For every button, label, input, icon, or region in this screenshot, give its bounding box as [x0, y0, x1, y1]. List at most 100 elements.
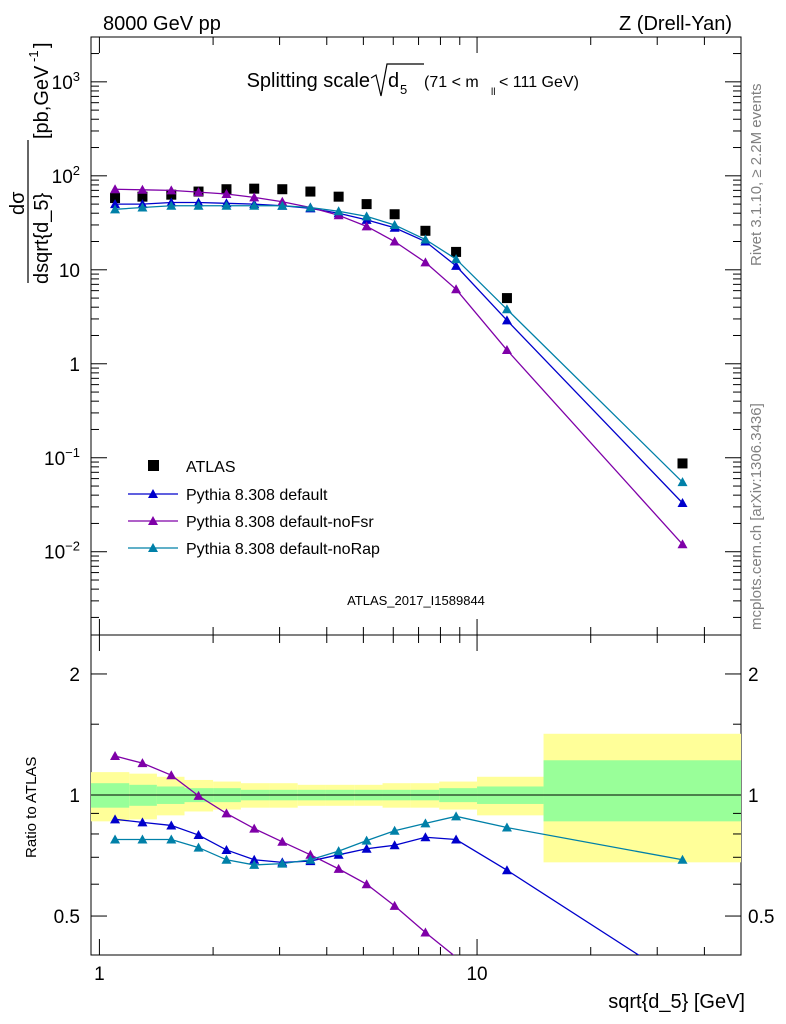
top-ylabel: dσ dsqrt{d_5} [pb,GeV -1 ]	[7, 42, 53, 284]
top-ylabel-num: dσ	[7, 191, 29, 215]
marker-noFsr	[110, 184, 121, 194]
ratio-marker-noRap	[501, 822, 512, 832]
ratio-marker-default	[221, 844, 232, 854]
marker-noRap	[137, 202, 148, 212]
top-panel-series	[110, 183, 688, 549]
series-line-default	[115, 201, 683, 504]
ratio-marker-noRap	[420, 818, 431, 828]
marker-default	[677, 498, 688, 508]
legend-marker-atlas	[148, 460, 159, 471]
data-point-atlas	[501, 293, 512, 304]
marker-noRap	[110, 204, 121, 214]
top-ylabel-unit-sup: -1	[26, 50, 41, 62]
ratio-marker-noRap	[193, 842, 204, 852]
ratio-marker-noRap	[249, 859, 260, 869]
marker-default	[451, 260, 462, 270]
legend-marker-noRap	[148, 543, 158, 552]
ratio-panel-series	[110, 751, 688, 955]
marker-noRap	[501, 304, 512, 314]
ratio-y-tick-label-right: 1	[748, 786, 759, 807]
ratio-marker-noRap	[451, 811, 462, 821]
marker-noRap	[420, 234, 431, 244]
marker-noRap	[677, 477, 688, 487]
ratio-line-default	[114, 818, 640, 955]
ratio-marker-noFsr	[137, 758, 148, 768]
marker-noRap	[249, 200, 260, 210]
legend-label: ATLAS	[186, 459, 236, 476]
marker-noRap	[451, 254, 462, 264]
marker-noFsr	[389, 236, 400, 246]
marker-noRap	[361, 211, 372, 221]
series-line-noRap	[115, 205, 683, 483]
ratio-marker-noFsr	[333, 863, 344, 873]
ratio-marker-default	[389, 840, 400, 850]
legend-label: Pythia 8.308 default-noFsr	[186, 514, 374, 531]
uncertainty-band-inner	[543, 760, 741, 822]
marker-noFsr	[420, 257, 431, 267]
ratio-marker-noRap	[137, 834, 148, 844]
ratio-marker-noFsr	[166, 770, 177, 780]
ratio-marker-default	[137, 817, 148, 827]
plot-title-var: d	[388, 70, 399, 92]
ratio-marker-noRap	[221, 854, 232, 864]
marker-noFsr	[451, 284, 462, 294]
x-axis-label: sqrt{d_5} [GeV]	[608, 991, 745, 1013]
ratio-marker-noFsr	[420, 927, 431, 937]
rivet-label: Rivet 3.1.10, ≥ 2.2M events	[748, 84, 765, 267]
header-right: Z (Drell-Yan)	[619, 13, 732, 35]
ratio-marker-noRap	[305, 854, 316, 864]
plot-title-cut-sub: ll	[491, 87, 495, 98]
ratio-marker-default	[501, 865, 512, 875]
marker-noFsr	[249, 192, 260, 202]
marker-noFsr	[166, 185, 177, 195]
ratio-marker-default	[451, 834, 462, 844]
legend: ATLAS Pythia 8.308 default Pythia 8.308 de…	[128, 459, 380, 558]
ratio-marker-noFsr	[249, 823, 260, 833]
mcplots-label: mcplots.cern.ch [arXiv:1306.3436]	[748, 403, 765, 630]
marker-noFsr	[221, 189, 232, 199]
plot-title-prefix: Splitting scale	[247, 70, 370, 92]
header-left: 8000 GeV pp	[103, 13, 221, 35]
ratio-marker-default	[420, 832, 431, 842]
top-ylabel-unit-close: ]	[31, 42, 53, 48]
marker-noRap	[389, 219, 400, 229]
sqrt-sign	[370, 63, 424, 97]
top-ylabel-unit: [pb,GeV	[31, 65, 53, 139]
y-tick-label: 10	[59, 261, 80, 282]
ratio-marker-noRap	[110, 834, 121, 844]
ratio-marker-noRap	[389, 825, 400, 835]
ratio-marker-default	[166, 820, 177, 830]
legend-marker-noFsr	[148, 516, 158, 525]
data-point-atlas	[420, 225, 431, 236]
data-point-atlas	[110, 193, 121, 204]
ratio-y-tick-label-right: 2	[748, 665, 759, 686]
ratio-y-tick-label-left: 2	[69, 665, 80, 686]
ratio-bands	[91, 733, 741, 863]
marker-noFsr	[677, 539, 688, 549]
marker-noRap	[166, 200, 177, 210]
data-point-atlas	[677, 458, 688, 469]
plot-title: Splitting scale d 5 (71 < m ll < 111 GeV…	[247, 63, 579, 98]
ratio-marker-noFsr	[389, 900, 400, 910]
data-point-atlas	[361, 199, 372, 210]
data-point-atlas	[333, 191, 344, 202]
ratio-marker-noRap	[333, 846, 344, 856]
data-point-atlas	[451, 246, 462, 257]
marker-noRap	[305, 202, 316, 212]
data-point-atlas	[277, 184, 288, 195]
ratio-marker-noRap	[166, 834, 177, 844]
plot-title-cut-close: < 111 GeV)	[499, 74, 579, 91]
marker-noFsr	[193, 187, 204, 197]
ratio-marker-noFsr	[277, 836, 288, 846]
x-tick-label: 1	[94, 964, 105, 985]
y-tick-label: 10−2	[44, 539, 80, 564]
y-tick-label: 102	[52, 163, 80, 188]
ratio-marker-default	[110, 814, 121, 824]
ratio-marker-noFsr	[221, 808, 232, 818]
ratio-y-tick-label-left: 0.5	[54, 907, 80, 928]
marker-default	[110, 199, 121, 209]
ratio-marker-noRap	[677, 854, 688, 864]
x-tick-label: 10	[466, 964, 487, 985]
ratio-marker-noRap	[277, 858, 288, 868]
